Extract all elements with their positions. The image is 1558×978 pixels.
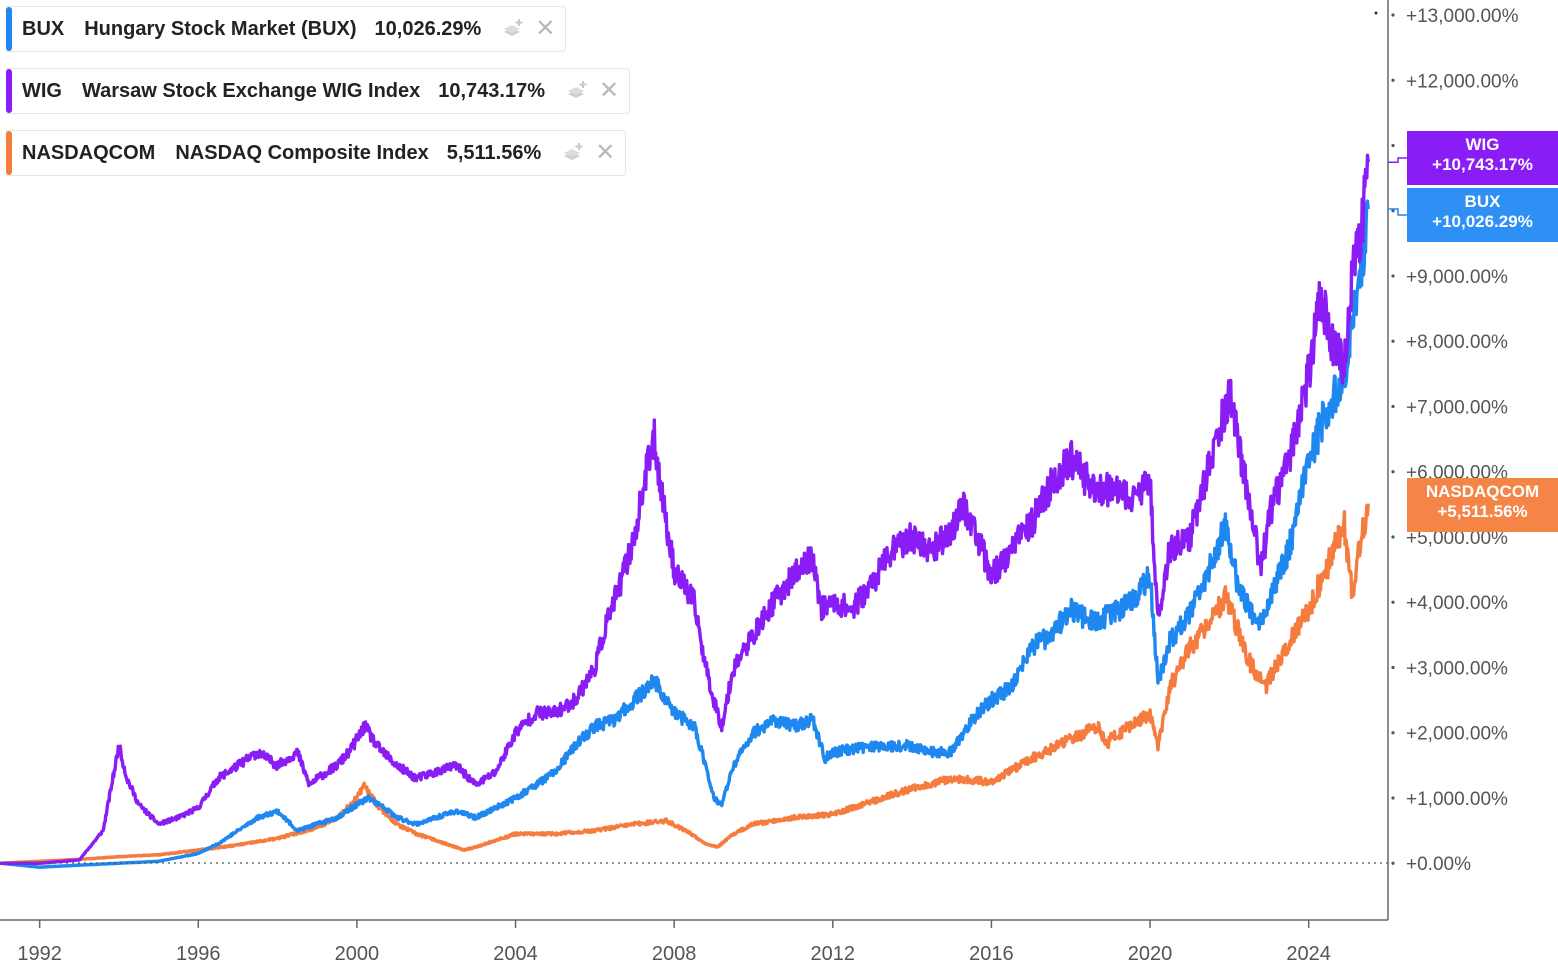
y-tick-mark bbox=[1391, 209, 1395, 213]
legend-value: 10,743.17% bbox=[438, 79, 546, 102]
y-tick-mark bbox=[1391, 404, 1395, 409]
add-to-stack-icon[interactable] bbox=[565, 79, 589, 103]
legend-symbol: NASDAQCOM bbox=[22, 141, 156, 164]
legend-symbol: WIG bbox=[22, 79, 62, 102]
y-tick-label: +7,000.00% bbox=[1406, 397, 1508, 418]
x-tick-label: 2000 bbox=[335, 943, 380, 965]
end-label-value: +5,511.56% bbox=[1437, 502, 1528, 521]
y-tick-label: +4,000.00% bbox=[1406, 593, 1508, 614]
close-icon[interactable]: ✕ bbox=[595, 139, 616, 166]
legend-item-bux[interactable]: BUX Hungary Stock Market (BUX) 10,026.29… bbox=[6, 6, 567, 52]
legend-value: 5,511.56% bbox=[446, 141, 542, 164]
legend-name: Hungary Stock Market (BUX) bbox=[84, 17, 357, 40]
add-to-stack-icon[interactable] bbox=[501, 17, 525, 41]
series-lines bbox=[0, 153, 1370, 869]
close-icon[interactable]: ✕ bbox=[599, 77, 620, 104]
y-tick-mark bbox=[1391, 796, 1395, 800]
end-label-symbol: BUX bbox=[1464, 192, 1501, 211]
end-label-connector-wig bbox=[1388, 157, 1407, 164]
y-tick-label: +5,000.00% bbox=[1406, 528, 1508, 549]
series-line-bux bbox=[0, 199, 1370, 869]
x-tick-label: 2012 bbox=[811, 943, 856, 965]
legend-value: 10,026.29% bbox=[374, 17, 482, 40]
y-tick-mark bbox=[1391, 731, 1395, 735]
x-tick-label: 2016 bbox=[969, 943, 1014, 965]
end-label-connector-bux bbox=[1388, 208, 1407, 216]
y-tick-mark bbox=[1391, 665, 1395, 670]
x-tick-label: 2020 bbox=[1128, 943, 1173, 965]
end-label-symbol: WIG bbox=[1465, 135, 1500, 154]
add-to-stack-icon[interactable] bbox=[561, 141, 585, 165]
legend-name: NASDAQ Composite Index bbox=[175, 141, 429, 164]
end-label-connectors bbox=[1388, 157, 1407, 216]
close-icon[interactable]: ✕ bbox=[535, 15, 556, 42]
y-tick-mark bbox=[1391, 78, 1395, 82]
y-tick-label: +9,000.00% bbox=[1406, 267, 1508, 288]
y-tick-label: +0.00% bbox=[1406, 854, 1471, 875]
y-tick-mark bbox=[1391, 535, 1395, 539]
y-tick-mark bbox=[1391, 13, 1395, 17]
end-label-bux: BUX +10,026.29% bbox=[1407, 188, 1558, 242]
end-label-value: +10,743.17% bbox=[1432, 155, 1533, 174]
x-tick-label: 1992 bbox=[17, 943, 62, 965]
y-tick-mark bbox=[1391, 470, 1395, 474]
y-tick-mark bbox=[1391, 600, 1395, 604]
y-tick-label: +3,000.00% bbox=[1406, 658, 1508, 679]
end-label-nasdaqcom: NASDAQCOM +5,511.56% bbox=[1407, 478, 1558, 532]
y-tick-label: +2,000.00% bbox=[1406, 724, 1508, 745]
x-tick-label: 2024 bbox=[1286, 943, 1331, 965]
y-tick-mark bbox=[1391, 274, 1395, 278]
legend-color-stripe bbox=[6, 7, 12, 51]
legend-name: Warsaw Stock Exchange WIG Index bbox=[82, 79, 421, 102]
y-tick-label: +13,000.00% bbox=[1406, 6, 1519, 27]
x-axis-ticks: 1992 1996 2000 2004 2008 2012 2016 2020 2024 bbox=[17, 920, 1331, 965]
end-label-wig: WIG +10,743.17% bbox=[1407, 131, 1558, 185]
axis-dot bbox=[1374, 11, 1378, 15]
end-label-value: +10,026.29% bbox=[1432, 212, 1533, 231]
x-tick-label: 2008 bbox=[652, 943, 697, 965]
y-tick-mark bbox=[1391, 339, 1395, 343]
y-tick-mark bbox=[1391, 143, 1395, 148]
x-tick-label: 2004 bbox=[493, 943, 538, 965]
legend-item-wig[interactable]: WIG Warsaw Stock Exchange WIG Index 10,7… bbox=[6, 68, 631, 114]
legend-symbol: BUX bbox=[22, 17, 65, 40]
y-tick-mark bbox=[1391, 861, 1395, 865]
series-line-nasdaqcom bbox=[0, 503, 1370, 865]
y-tick-label: +8,000.00% bbox=[1406, 332, 1508, 353]
legend-color-stripe bbox=[6, 69, 12, 113]
legend-item-nasdaqcom[interactable]: NASDAQCOM NASDAQ Composite Index 5,511.5… bbox=[6, 130, 627, 176]
series-line-wig bbox=[0, 153, 1370, 865]
end-label-symbol: NASDAQCOM bbox=[1425, 482, 1540, 501]
y-tick-label: +12,000.00% bbox=[1406, 71, 1519, 92]
legend-color-stripe bbox=[6, 131, 12, 175]
y-tick-label: +1,000.00% bbox=[1406, 789, 1508, 810]
x-tick-label: 1996 bbox=[176, 943, 221, 965]
